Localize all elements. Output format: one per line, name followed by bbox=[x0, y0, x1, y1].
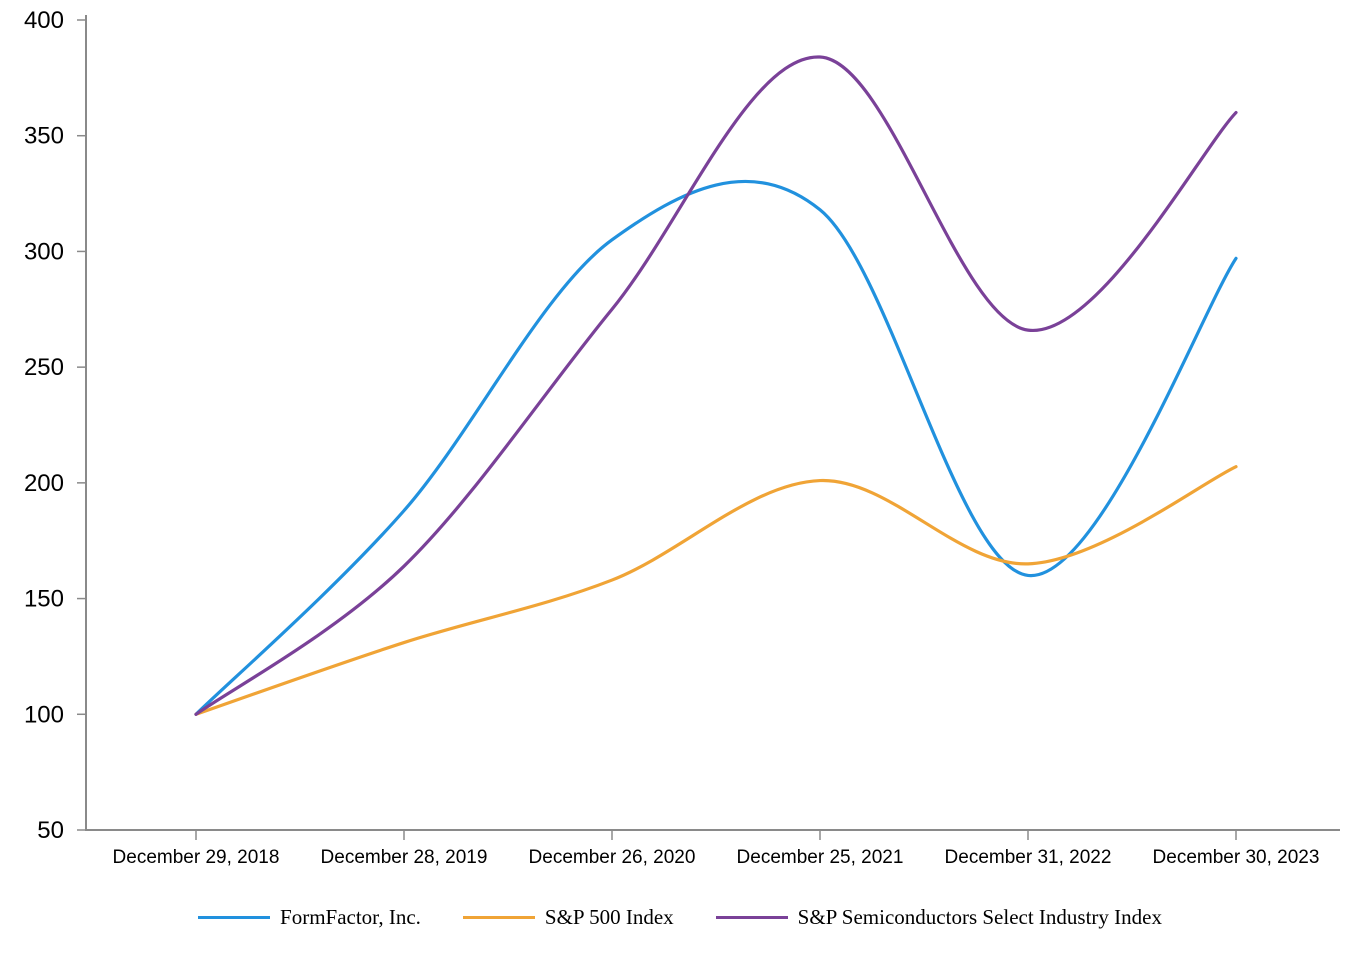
series-line-formfactor-inc bbox=[194, 179, 1238, 716]
plot-area: 50 100 150 200 250 300 350 400 December 29, 2018… bbox=[24, 7, 1340, 868]
legend-label-semiconductors: S&P Semiconductors Select Industry Index bbox=[797, 904, 1162, 929]
legend-line-formfactor-icon bbox=[198, 915, 271, 919]
x-tick-label: December 28, 2019 bbox=[321, 847, 488, 868]
y-tick-label: 200 bbox=[24, 470, 64, 497]
y-tick-label: 300 bbox=[24, 238, 64, 265]
legend-item-sp500: S&P 500 Index bbox=[462, 904, 674, 930]
x-tick-label: December 25, 2021 bbox=[737, 847, 904, 868]
legend-line-sp500-icon bbox=[462, 915, 535, 919]
y-tick-label: 250 bbox=[24, 354, 64, 381]
y-tick-label: 50 bbox=[37, 817, 64, 844]
legend-item-formfactor: FormFactor, Inc. bbox=[198, 905, 421, 930]
series-line-s-p-500-index bbox=[194, 465, 1238, 716]
x-tick-label: December 30, 2023 bbox=[1153, 847, 1320, 868]
legend-label-sp500: S&P 500 Index bbox=[544, 904, 674, 929]
y-tick-label: 150 bbox=[24, 586, 64, 613]
y-tick-label: 350 bbox=[24, 123, 64, 150]
x-tick-label: December 29, 2018 bbox=[113, 847, 280, 868]
y-tick-label: 100 bbox=[24, 701, 64, 728]
x-tick-label: December 31, 2022 bbox=[945, 847, 1112, 868]
series-lines bbox=[194, 55, 1238, 716]
legend-label-formfactor: FormFactor, Inc. bbox=[280, 904, 421, 929]
x-tick-label: December 26, 2020 bbox=[529, 847, 696, 868]
axes bbox=[77, 15, 1340, 840]
y-tick-label: 400 bbox=[24, 7, 64, 34]
series-line-s-p-semiconductors-select-industry-index bbox=[194, 55, 1238, 716]
chart-legend: FormFactor, Inc. S&P 500 Index S&P Semic… bbox=[0, 898, 1360, 936]
legend-line-semiconductors-icon bbox=[715, 915, 788, 919]
legend-item-semiconductors: S&P Semiconductors Select Industry Index bbox=[715, 904, 1162, 930]
axis-labels: 50 100 150 200 250 300 350 400 December 29, 2018… bbox=[24, 7, 1319, 868]
